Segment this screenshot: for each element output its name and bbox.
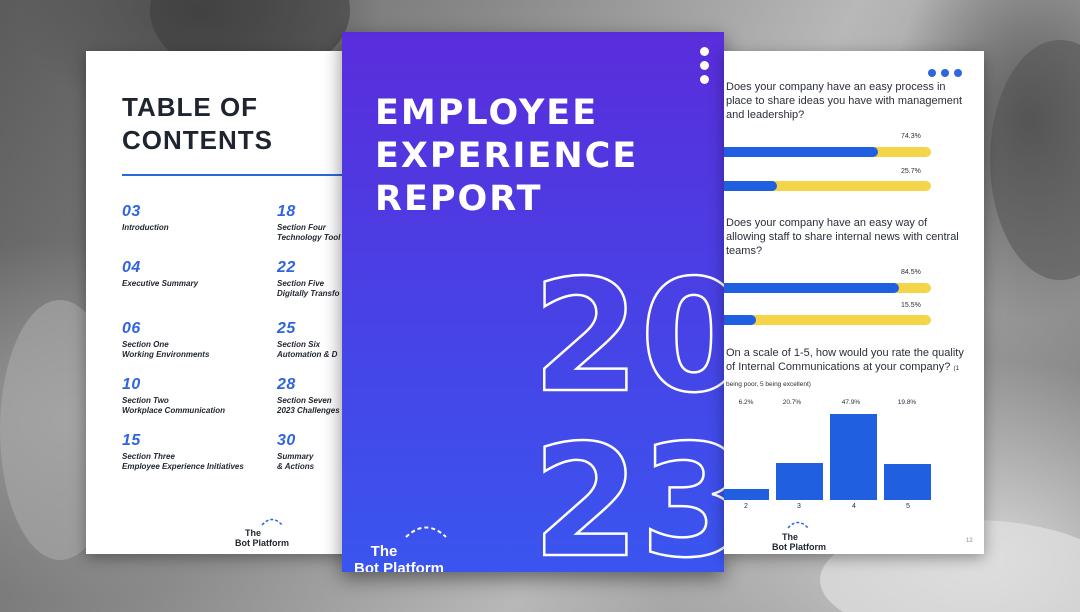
column-bar bbox=[884, 464, 931, 500]
toc-page-number: 04 bbox=[122, 259, 141, 276]
column-bar bbox=[830, 414, 877, 500]
toc-section-title: Executive Summary bbox=[122, 279, 199, 288]
background-blob bbox=[990, 40, 1080, 280]
toc-heading: TABLE OF CONTENTS bbox=[122, 91, 362, 157]
dot-icon bbox=[941, 69, 949, 77]
column-percent-label: 19.8% bbox=[897, 399, 917, 406]
toc-section-title: Section Seven 2023 Challenges bbox=[277, 396, 340, 415]
report-cover: EMPLOYEE EXPERIENCE REPORT 20 23 The Bot… bbox=[342, 32, 724, 572]
more-dots-icon bbox=[700, 47, 709, 89]
column-category-label: 3 bbox=[797, 503, 801, 510]
more-dots-icon bbox=[928, 64, 967, 82]
toc-entry: 15 Section Three Employee Experience Ini… bbox=[122, 432, 244, 472]
question-3: On a scale of 1-5, how would you rate th… bbox=[726, 346, 966, 392]
question-3-text: On a scale of 1-5, how would you rate th… bbox=[726, 347, 964, 373]
toc-section-title: Section Six Automation & D bbox=[277, 340, 338, 359]
toc-divider bbox=[122, 174, 382, 176]
bar-track bbox=[724, 181, 931, 191]
bar-fill bbox=[724, 181, 778, 191]
bar-track bbox=[724, 315, 931, 325]
bar-percent-label: 74.3% bbox=[901, 133, 921, 140]
question-3-note: (1 being poor, 5 being excellent) bbox=[726, 365, 960, 388]
table-of-contents-page: TABLE OF CONTENTS 03 Introduction 04 Exe… bbox=[86, 51, 382, 554]
toc-section-title: Introduction bbox=[122, 223, 169, 232]
cover-brand: The Bot Platform bbox=[354, 526, 444, 572]
dot-icon bbox=[700, 61, 709, 70]
cover-year-bottom: 23 bbox=[532, 411, 724, 572]
bar-fill bbox=[724, 147, 878, 157]
column-bar bbox=[776, 462, 823, 500]
cover-year-top: 20 bbox=[532, 250, 724, 427]
cover-title-line2: EXPERIENCE bbox=[375, 136, 639, 176]
dot-icon bbox=[700, 47, 709, 56]
toc-page-number: 22 bbox=[277, 259, 296, 276]
bar-fill bbox=[724, 283, 899, 293]
question-2: Does your company have an easy way of al… bbox=[726, 217, 959, 257]
bar-track bbox=[724, 283, 931, 293]
toc-section-title: Section One Working Environments bbox=[122, 340, 210, 359]
cover-brand-text: The Bot Platform bbox=[354, 543, 444, 572]
toc-section-title: Summary & Actions bbox=[277, 452, 315, 471]
toc-heading-line1: TABLE OF bbox=[122, 92, 259, 122]
toc-entry: 28 Section Seven 2023 Challenges bbox=[277, 376, 340, 416]
cover-logo-arc-icon bbox=[405, 526, 447, 538]
dot-icon bbox=[954, 69, 962, 77]
logo-text: The Bot Platform bbox=[772, 532, 826, 552]
cover-title: EMPLOYEE EXPERIENCE REPORT bbox=[375, 92, 675, 221]
logo-arc-icon bbox=[787, 521, 809, 529]
toc-page-number: 10 bbox=[122, 376, 141, 393]
toc-entry: 18 Section Four Technology Tool bbox=[277, 203, 340, 243]
bot-platform-logo: The Bot Platform bbox=[772, 522, 826, 554]
column-category-label: 4 bbox=[852, 503, 856, 510]
bar-percent-label: 15.5% bbox=[901, 302, 921, 309]
toc-page-number: 25 bbox=[277, 320, 296, 337]
toc-page-number: 15 bbox=[122, 432, 141, 449]
toc-entry: 10 Section Two Workplace Communication bbox=[122, 376, 225, 416]
toc-section-title: Section Five Digitally Transfo bbox=[277, 279, 340, 298]
toc-page-number: 18 bbox=[277, 203, 296, 220]
toc-entry: 30 Summary & Actions bbox=[277, 432, 314, 472]
toc-entry: 03 Introduction bbox=[122, 203, 169, 233]
toc-page-number: 06 bbox=[122, 320, 141, 337]
toc-section-title: Section Three Employee Experience Initia… bbox=[122, 452, 244, 471]
page-number: 12 bbox=[966, 538, 973, 544]
toc-page-number: 03 bbox=[122, 203, 141, 220]
bot-platform-logo: The Bot Platform bbox=[235, 518, 289, 558]
column-percent-label: 6.2% bbox=[738, 399, 754, 406]
cover-title-line3: REPORT bbox=[375, 179, 543, 219]
survey-results-page: Does your company have an easy process i… bbox=[724, 51, 984, 554]
toc-entry: 25 Section Six Automation & D bbox=[277, 320, 337, 360]
dot-icon bbox=[928, 69, 936, 77]
column-percent-label: 20.7% bbox=[782, 399, 802, 406]
logo-text: The Bot Platform bbox=[235, 528, 289, 548]
column-category-label: 2 bbox=[744, 503, 748, 510]
column-category-label: 5 bbox=[906, 503, 910, 510]
bar-percent-label: 25.7% bbox=[901, 168, 921, 175]
bar-percent-label: 84.5% bbox=[901, 269, 921, 276]
column-percent-label: 47.9% bbox=[841, 399, 861, 406]
logo-arc-icon bbox=[261, 518, 283, 526]
cover-year-outline: 20 23 bbox=[531, 250, 724, 572]
toc-entry: 22 Section Five Digitally Transfo bbox=[277, 259, 340, 299]
column-bar bbox=[724, 488, 769, 500]
cover-title-line1: EMPLOYEE bbox=[375, 93, 599, 133]
toc-page-number: 28 bbox=[277, 376, 296, 393]
toc-section-title: Section Two Workplace Communication bbox=[122, 396, 225, 415]
toc-entry: 06 Section One Working Environments bbox=[122, 320, 209, 360]
bar-track bbox=[724, 147, 931, 157]
toc-heading-line2: CONTENTS bbox=[122, 125, 273, 155]
toc-page-number: 30 bbox=[277, 432, 296, 449]
question-1: Does your company have an easy process i… bbox=[726, 81, 963, 121]
dot-icon bbox=[700, 75, 709, 84]
toc-section-title: Section Four Technology Tool bbox=[277, 223, 341, 242]
bar-fill bbox=[724, 315, 757, 325]
toc-entry: 04 Executive Summary bbox=[122, 259, 198, 289]
